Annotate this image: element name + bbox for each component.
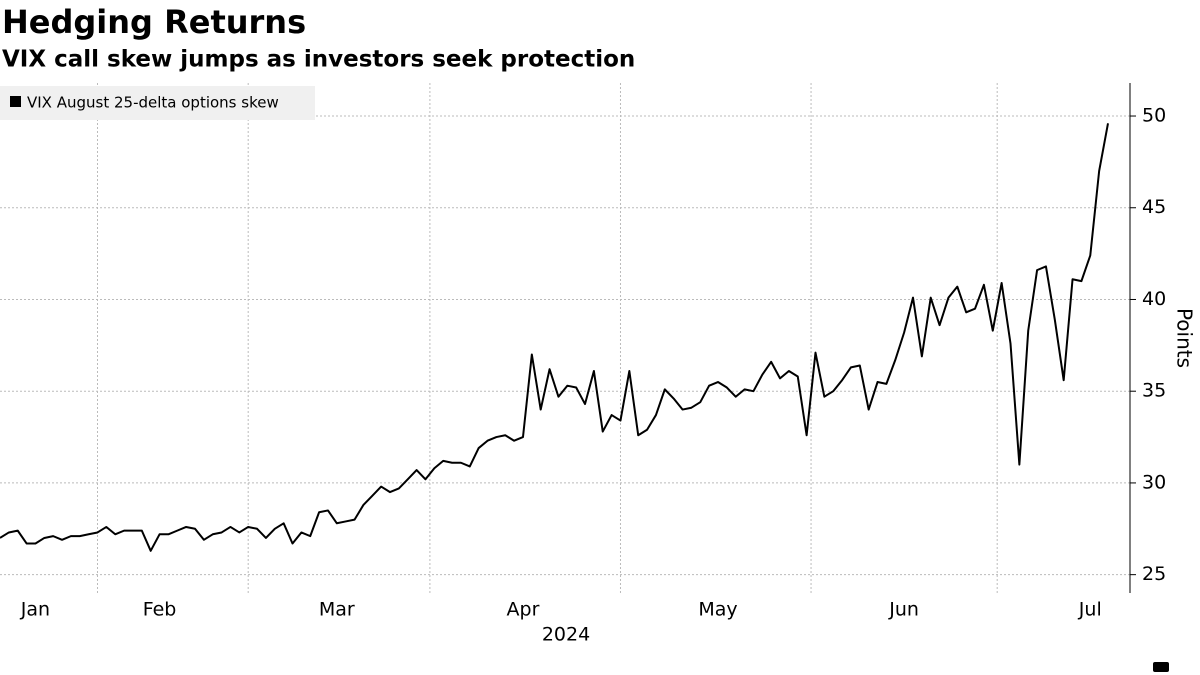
chart-title: Hedging Returns <box>2 3 306 41</box>
y-tick-label: 40 <box>1142 288 1166 310</box>
y-tick-label: 50 <box>1142 105 1166 127</box>
legend-swatch <box>10 96 21 107</box>
y-tick-label: 25 <box>1142 563 1166 585</box>
logo <box>1153 662 1169 672</box>
x-tick-label: May <box>698 599 737 621</box>
x-tick-label: Mar <box>319 599 355 621</box>
legend: VIX August 25-delta options skew <box>0 86 315 120</box>
x-tick-label: Jun <box>888 599 919 621</box>
y-axis-label: Points <box>1173 308 1197 368</box>
line-series <box>0 123 1109 552</box>
x-tick-label: Jan <box>20 599 50 621</box>
y-tick-label: 35 <box>1142 380 1166 402</box>
y-tick-label: 30 <box>1142 471 1166 493</box>
legend-label: VIX August 25-delta options skew <box>27 94 279 112</box>
x-tick-label: Apr <box>507 599 540 621</box>
x-tick-label: Jul <box>1078 599 1102 621</box>
x-axis-label: 2024 <box>542 624 590 646</box>
y-tick-label: 45 <box>1142 196 1166 218</box>
legend-background <box>0 86 315 120</box>
chart-subtitle: VIX call skew jumps as investors seek pr… <box>2 47 635 73</box>
x-tick-label: Feb <box>143 599 177 621</box>
